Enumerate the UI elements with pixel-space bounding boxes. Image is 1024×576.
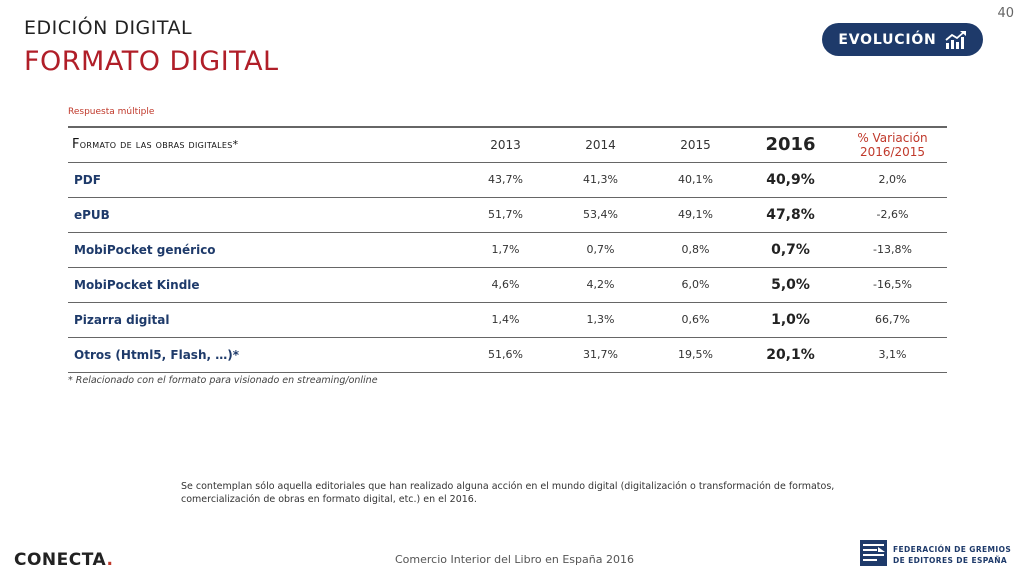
cell-2015: 40,1% [678, 173, 713, 186]
table-row: Pizarra digital 1,4% 1,3% 0,6% 1,0% 66,7… [68, 302, 947, 337]
table-row: MobiPocket genérico 1,7% 0,7% 0,8% 0,7% … [68, 232, 947, 267]
header-2016: 2016 [765, 134, 816, 156]
table-footnote: * Relacionado con el formato para vision… [68, 375, 378, 386]
header-variation: % Variación 2016/2015 [857, 130, 928, 159]
rising-chart-icon [945, 30, 966, 49]
cell-2015: 6,0% [681, 278, 710, 291]
cell-2013: 4,6% [491, 278, 520, 291]
table-header-row: Formato de las obras digitales* 2013 201… [68, 127, 947, 162]
cell-2014: 0,7% [586, 243, 615, 256]
cell-2013: 51,7% [488, 208, 523, 221]
row-label: Pizarra digital [74, 312, 170, 327]
cell-variation: -2,6% [876, 208, 909, 221]
cell-2014: 4,2% [586, 278, 615, 291]
conecta-logo-dot: . [106, 550, 114, 570]
cell-2013: 51,6% [488, 348, 523, 361]
cell-2016: 0,7% [771, 241, 810, 258]
cell-2013: 1,7% [491, 243, 520, 256]
cell-variation: 66,7% [875, 313, 910, 326]
cell-2014: 53,4% [583, 208, 618, 221]
row-label: Otros (Html5, Flash, …)* [74, 347, 239, 362]
footer-caption: Comercio Interior del Libro en España 20… [395, 553, 634, 566]
federation-name-line2: DE EDITORES DE ESPAÑA [893, 556, 1008, 565]
table-row: Otros (Html5, Flash, …)* 51,6% 31,7% 19,… [68, 337, 947, 372]
header-2013: 2013 [490, 137, 521, 152]
cell-2016: 47,8% [766, 206, 815, 223]
page-number: 40 [997, 6, 1014, 21]
header-2015: 2015 [680, 137, 711, 152]
multiple-response-note: Respuesta múltiple [68, 107, 155, 117]
cell-variation: -13,8% [873, 243, 912, 256]
table-row: ePUB 51,7% 53,4% 49,1% 47,8% -2,6% [68, 197, 947, 232]
cell-variation: 3,1% [878, 348, 907, 361]
disclaimer-text: Se contemplan sólo aquella editoriales q… [181, 481, 835, 505]
federation-emblem-icon [860, 540, 887, 566]
cell-2015: 49,1% [678, 208, 713, 221]
cell-2015: 0,6% [681, 313, 710, 326]
row-label: ePUB [74, 207, 110, 222]
federation-name: FEDERACIÓN DE GREMIOS DE EDITORES DE ESP… [893, 544, 1011, 566]
header-2014: 2014 [585, 137, 616, 152]
cell-2016: 20,1% [766, 346, 815, 363]
cell-2013: 1,4% [491, 313, 520, 326]
row-label: MobiPocket genérico [74, 242, 216, 257]
cell-2016: 40,9% [766, 171, 815, 188]
cell-2016: 5,0% [771, 276, 810, 293]
evolution-badge-label: EVOLUCIÓN [838, 31, 937, 48]
cell-2014: 1,3% [586, 313, 615, 326]
row-label: PDF [74, 172, 101, 187]
table-row: MobiPocket Kindle 4,6% 4,2% 6,0% 5,0% -1… [68, 267, 947, 302]
cell-2013: 43,7% [488, 173, 523, 186]
federation-name-line1: FEDERACIÓN DE GREMIOS [893, 545, 1012, 554]
cell-2015: 0,8% [681, 243, 710, 256]
section-supertitle: EDICIÓN DIGITAL [24, 17, 193, 39]
digital-format-table: Formato de las obras digitales* 2013 201… [68, 126, 947, 373]
row-label: MobiPocket Kindle [74, 277, 200, 292]
cell-2015: 19,5% [678, 348, 713, 361]
cell-2014: 31,7% [583, 348, 618, 361]
cell-2016: 1,0% [771, 311, 810, 328]
cell-2014: 41,3% [583, 173, 618, 186]
table-row: PDF 43,7% 41,3% 40,1% 40,9% 2,0% [68, 162, 947, 197]
conecta-logo: CONECTA. [14, 550, 113, 570]
cell-variation: 2,0% [878, 173, 907, 186]
cell-variation: -16,5% [873, 278, 912, 291]
header-format: Formato de las obras digitales* [72, 137, 239, 153]
page-title: FORMATO DIGITAL [24, 46, 279, 77]
conecta-logo-text: CONECTA [14, 550, 107, 570]
evolution-badge: EVOLUCIÓN [822, 23, 983, 56]
